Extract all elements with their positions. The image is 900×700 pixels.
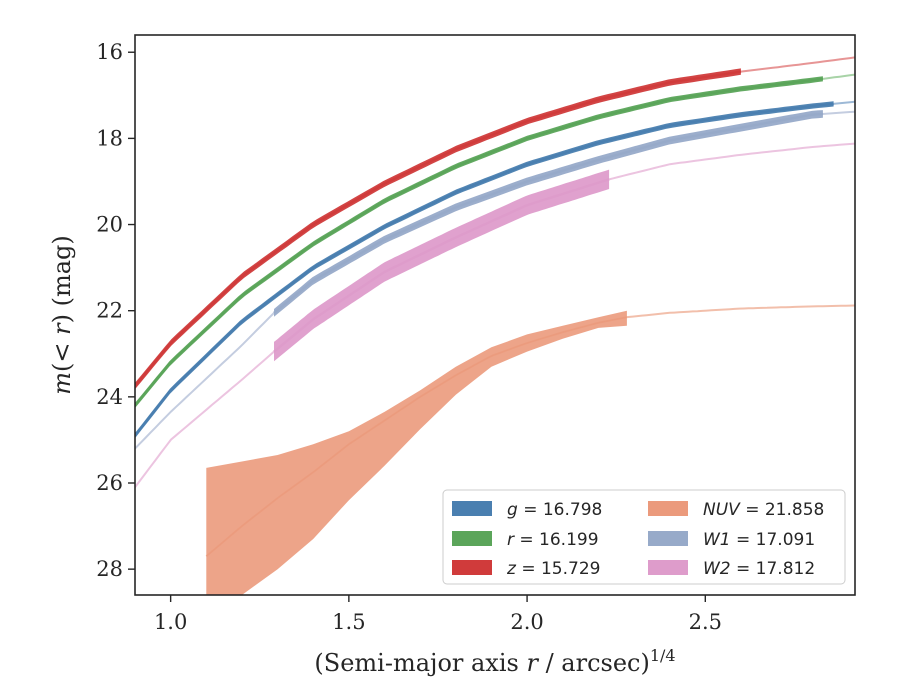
y-tick-label: 20	[96, 213, 123, 237]
y-tick-label: 18	[96, 126, 123, 150]
series-g-band	[135, 101, 834, 439]
series-r	[135, 73, 855, 408]
legend-swatch	[452, 531, 492, 546]
legend-swatch	[648, 531, 688, 546]
series-nuv-band	[206, 310, 627, 595]
legend-swatch	[452, 501, 492, 516]
y-axis-label: m(< r) (mag)	[48, 235, 76, 395]
x-tick-label: 1.0	[154, 610, 187, 634]
legend: g = 16.798 NUV = 21.858 r = 16.199 W1 = 17.…	[442, 489, 846, 585]
series-g-line	[135, 102, 834, 437]
legend-item-r: r = 16.199	[452, 530, 599, 550]
legend-label: NUV = 21.858	[703, 500, 824, 520]
series-g	[135, 100, 855, 439]
series-w1	[135, 110, 855, 450]
series-z	[135, 56, 855, 390]
legend-label: z = 15.729	[506, 559, 600, 579]
legend-item-w2: W2 = 17.812	[648, 559, 815, 579]
x-tick-label: 2.5	[689, 610, 722, 634]
x-tick-label: 2.0	[510, 610, 543, 634]
legend-label: r = 16.199	[507, 530, 599, 550]
plot-frame	[134, 34, 856, 596]
legend-label: g = 16.798	[507, 500, 602, 520]
legend-label: W1 = 17.091	[703, 530, 815, 550]
series-nuv-line	[205, 316, 627, 557]
y-tick-label: 24	[96, 385, 123, 409]
legend-swatch	[452, 560, 492, 575]
legend-frame	[442, 489, 846, 585]
series-z-line	[135, 70, 742, 387]
series-w2-line	[273, 178, 610, 353]
y-tick-label: 26	[96, 471, 123, 495]
plot-area	[135, 56, 855, 595]
series-w1-extension-line	[135, 110, 855, 450]
series-w1-line	[273, 112, 823, 314]
legend-item-nuv: NUV = 21.858	[648, 500, 824, 520]
y-tick-label: 16	[96, 40, 123, 64]
legend-item-g: g = 16.798	[452, 500, 602, 520]
axis-ticks: 1.0 1.5 2.0 2.5 16 18 20 22 24 26 28	[96, 40, 722, 634]
x-axis-label: (Semi-major axis r / arcsec)1/4	[314, 646, 675, 677]
legend-item-z: z = 15.729	[452, 559, 600, 579]
series-nuv	[205, 304, 855, 595]
series-w2	[135, 142, 855, 488]
series-z-band	[135, 68, 741, 390]
series-r-line	[135, 77, 824, 407]
legend-swatch	[648, 560, 688, 575]
legend-label: W2 = 17.812	[703, 559, 815, 579]
y-tick-label: 28	[96, 557, 123, 581]
x-tick-label: 1.5	[332, 610, 365, 634]
y-tick-label: 22	[96, 299, 123, 323]
legend-swatch	[648, 501, 688, 516]
legend-item-w1: W1 = 17.091	[648, 530, 815, 550]
